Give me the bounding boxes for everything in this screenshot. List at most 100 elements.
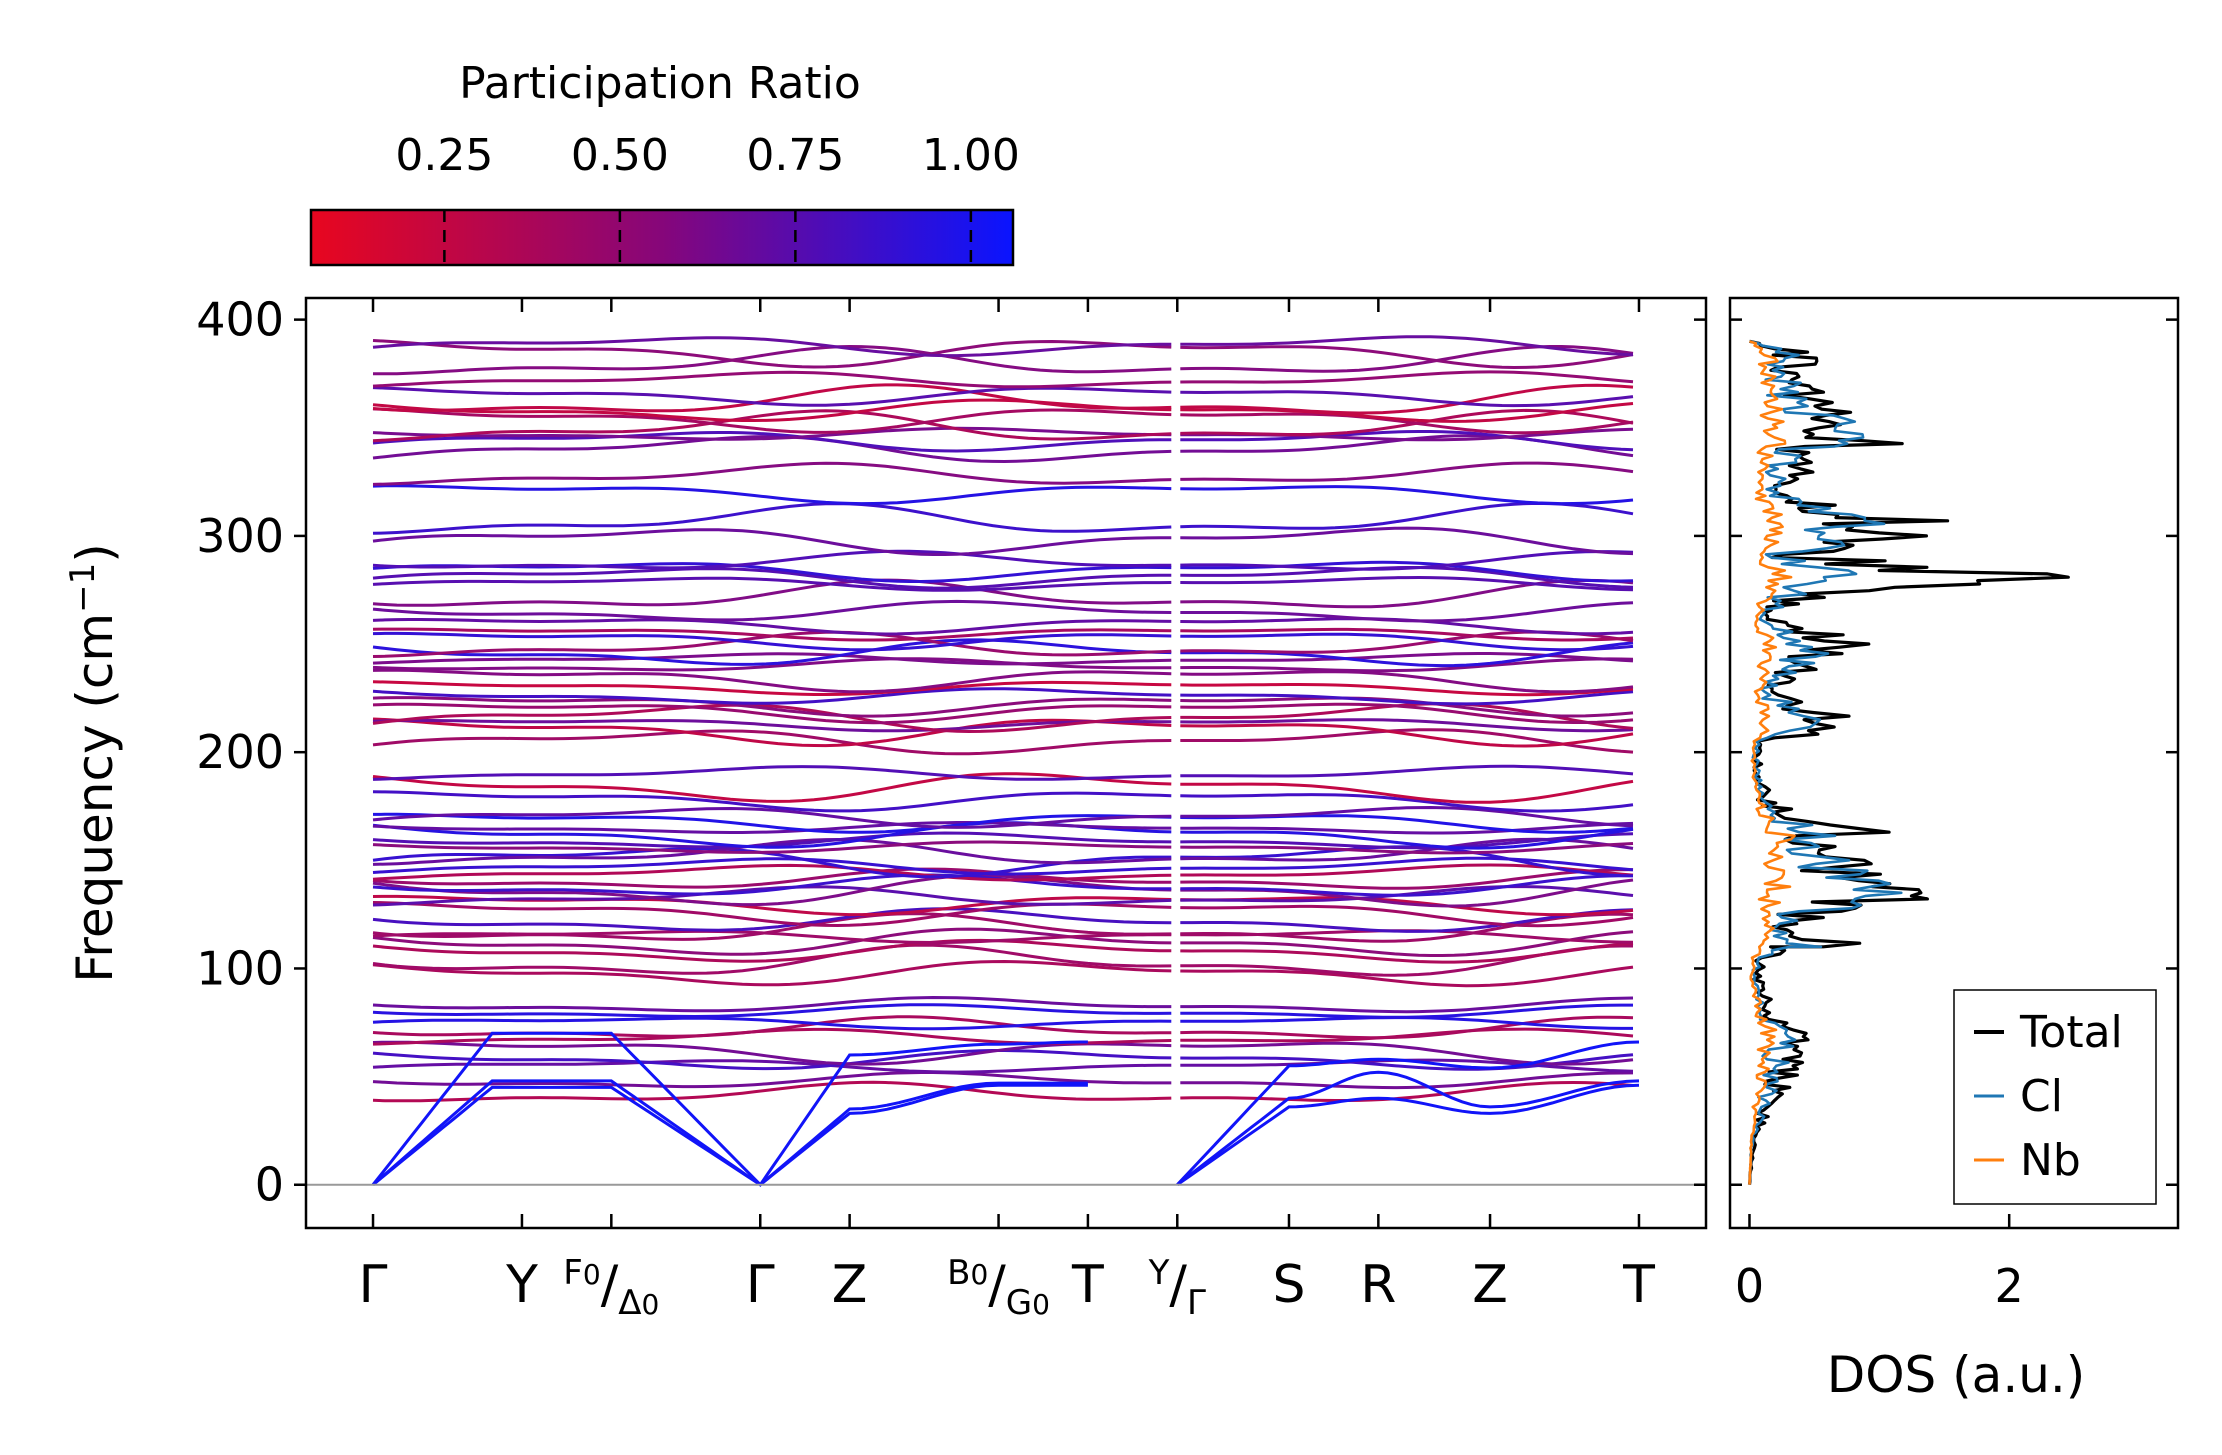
band-line <box>372 806 1172 829</box>
high-symmetry-label-compound: Y/Γ <box>1148 1253 1206 1323</box>
band-line <box>1180 578 1634 609</box>
band-line <box>1180 779 1634 804</box>
band-line <box>372 638 1172 666</box>
dos-lines <box>1747 339 2070 1185</box>
colorbar-tick-label: 0.75 <box>746 130 844 181</box>
band-line <box>1180 526 1634 556</box>
band-line <box>1180 702 1634 724</box>
band-line <box>372 831 1172 849</box>
band-line <box>372 901 1172 928</box>
band-line <box>1180 335 1634 357</box>
band-lines <box>371 335 1640 1188</box>
band-line <box>1180 550 1634 571</box>
band-line <box>1180 908 1634 933</box>
dos-series-cl <box>1748 340 1903 1185</box>
band-line <box>1180 652 1634 663</box>
band-line <box>1180 412 1634 435</box>
band-line <box>1180 904 1634 928</box>
band-line <box>372 435 1172 464</box>
band-line <box>372 668 1172 694</box>
band-line <box>1180 1071 1634 1090</box>
band-line <box>372 772 1172 803</box>
colorbar-tick-label: 0.25 <box>395 130 493 181</box>
band-line <box>372 1071 1172 1089</box>
band-line <box>1180 842 1634 855</box>
band-line <box>372 885 1172 907</box>
band-line <box>372 344 1172 376</box>
colorbar-title: Participation Ratio <box>459 58 861 109</box>
band-line <box>372 631 1172 652</box>
band-line <box>1180 1080 1634 1102</box>
legend-label-nb: Nb <box>2020 1135 2081 1186</box>
band-line <box>372 528 1172 556</box>
colorbar-gradient <box>309 208 1015 267</box>
band-line <box>1180 461 1634 482</box>
band-line <box>1180 1003 1633 1019</box>
dos-x-tick-label: 0 <box>1735 1259 1764 1313</box>
band-line <box>372 687 1172 705</box>
high-symmetry-label: S <box>1272 1255 1305 1315</box>
band-line <box>372 578 1172 607</box>
band-line <box>1180 1041 1634 1066</box>
band-line <box>372 1080 1172 1103</box>
band-line <box>372 627 1172 642</box>
band-line <box>372 567 1172 590</box>
high-symmetry-label: R <box>1360 1255 1396 1315</box>
y-tick-label: 300 <box>196 509 284 563</box>
band-line <box>1180 793 1634 813</box>
y-tick-label: 100 <box>196 941 284 995</box>
band-line <box>372 847 1172 879</box>
band-line <box>1180 501 1634 530</box>
band-y-ticks: 0 100 200 300 400 <box>196 293 1706 1212</box>
dos-x-axis-label: DOS (a.u.) <box>1827 1346 2086 1404</box>
band-line <box>1180 814 1634 834</box>
high-symmetry-label: T <box>1622 1255 1655 1315</box>
band-line <box>1180 430 1634 452</box>
band-line <box>372 484 1172 506</box>
band-line <box>1180 670 1634 694</box>
legend-label-total: Total <box>2019 1007 2123 1058</box>
high-symmetry-label: Γ <box>359 1255 388 1315</box>
band-line <box>372 370 1172 389</box>
band-line <box>1180 912 1634 943</box>
high-symmetry-label-compound: B0/G0 <box>947 1253 1050 1323</box>
band-line <box>372 618 1172 636</box>
band-line <box>372 995 1172 1013</box>
y-tick-label: 0 <box>255 1158 284 1212</box>
y-tick-label: 200 <box>196 725 284 779</box>
band-line <box>1180 560 1634 583</box>
band-line <box>372 549 1172 570</box>
band-line <box>372 409 1172 443</box>
band-line <box>372 863 1172 882</box>
band-line <box>372 907 1172 932</box>
band-line <box>1180 390 1634 408</box>
high-symmetry-label: T <box>1071 1255 1104 1315</box>
colorbar-tick-label: 0.50 <box>571 130 669 181</box>
band-line <box>1180 345 1634 373</box>
band-line <box>372 1003 1172 1019</box>
band-line <box>372 702 1172 725</box>
band-line <box>372 729 1172 756</box>
band-line <box>372 431 1172 453</box>
band-line <box>372 873 1172 896</box>
band-line <box>1180 632 1634 652</box>
band-line <box>372 717 1172 748</box>
band-line <box>372 502 1172 535</box>
band-line <box>1180 941 1634 964</box>
band-line <box>372 943 1172 975</box>
acoustic-branch <box>371 1031 1088 1188</box>
colorbar-tick-label: 1.00 <box>922 130 1020 181</box>
band-line <box>372 837 1172 866</box>
band-line <box>372 1049 1172 1071</box>
band-line <box>1180 485 1634 506</box>
band-line <box>1180 690 1634 706</box>
band-line <box>1180 601 1634 623</box>
acoustic-branch <box>1176 1083 1640 1186</box>
band-line <box>1180 996 1634 1014</box>
dos-axes-frame <box>1728 296 2180 1230</box>
band-line <box>1180 1027 1634 1043</box>
band-line <box>372 867 1172 889</box>
acoustic-branch <box>372 1083 1088 1187</box>
